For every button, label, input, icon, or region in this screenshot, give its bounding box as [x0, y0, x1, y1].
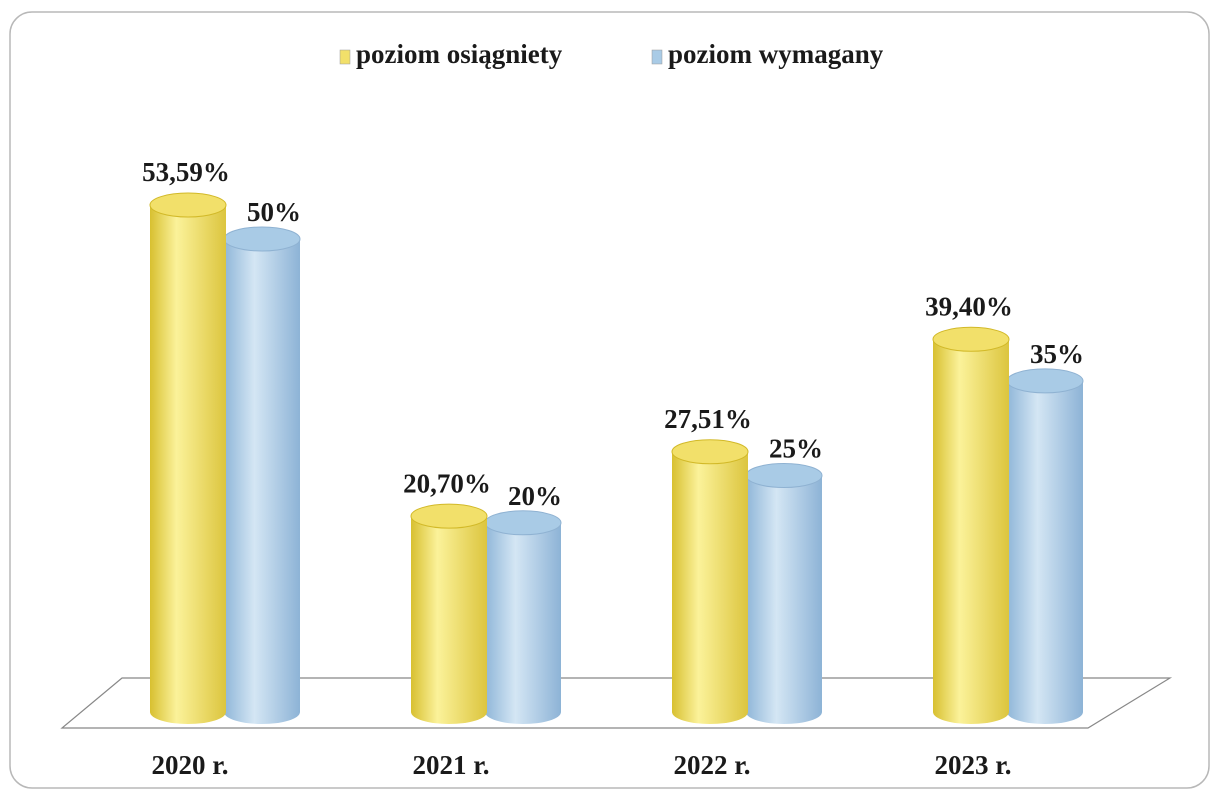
cylinder — [149, 192, 227, 724]
cylinder-top — [1006, 368, 1084, 394]
bar — [672, 451, 748, 712]
legend-swatch — [339, 49, 351, 65]
value-label: 20,70% — [403, 468, 491, 498]
bar — [746, 475, 822, 712]
cylinder — [745, 463, 823, 724]
cylinder-top — [484, 510, 562, 536]
x-tick-label: 2022 r. — [673, 750, 750, 780]
x-tick-label: 2021 r. — [412, 750, 489, 780]
legend-label: poziom osiągniety — [356, 39, 563, 69]
bar — [411, 516, 487, 712]
value-label: 53,59% — [142, 157, 230, 187]
value-label: 39,40% — [925, 291, 1013, 321]
legend-label: poziom wymagany — [668, 39, 884, 69]
bar — [485, 522, 561, 712]
value-label: 50% — [247, 197, 301, 227]
cylinder-top — [149, 192, 227, 218]
cylinder-top — [745, 463, 823, 488]
cylinder — [671, 439, 749, 724]
cylinder-top — [410, 503, 488, 529]
bar — [1007, 380, 1083, 712]
value-label: 27,51% — [664, 404, 752, 434]
cylinder-top — [932, 326, 1010, 352]
cylinder — [932, 326, 1010, 724]
legend-swatch — [651, 49, 663, 65]
bar — [224, 239, 300, 712]
cylinder — [410, 503, 488, 724]
value-label: 20% — [508, 481, 562, 511]
value-label: 25% — [769, 434, 823, 464]
legend: poziom osiągniety poziom wymagany — [339, 39, 884, 69]
value-label: 35% — [1030, 339, 1084, 369]
floor — [60, 677, 1173, 729]
bar — [150, 205, 226, 712]
cylinder — [484, 510, 562, 724]
cylinder — [223, 226, 301, 724]
cylinder-top — [223, 226, 301, 252]
x-tick-label: 2023 r. — [934, 750, 1011, 780]
frame — [9, 11, 1210, 789]
cylinder-top — [671, 439, 749, 465]
bar — [933, 339, 1009, 712]
cylinder — [1006, 368, 1084, 724]
x-tick-label: 2020 r. — [151, 750, 228, 780]
